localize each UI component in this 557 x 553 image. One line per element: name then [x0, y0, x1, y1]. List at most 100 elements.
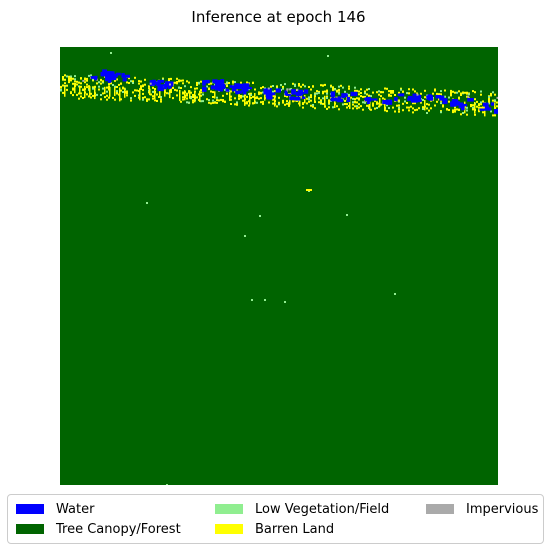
- legend-entry-impervious: Impervious: [426, 501, 538, 517]
- barren-dash: [184, 90, 186, 101]
- barren-speck: [454, 110, 456, 113]
- barren-speck: [196, 84, 198, 86]
- barren-speck: [214, 101, 216, 104]
- barren-speck: [194, 87, 196, 90]
- barren-speck: [290, 92, 292, 95]
- barren-speck: [102, 80, 104, 83]
- water-patch: [236, 83, 243, 90]
- barren-speck: [390, 90, 392, 92]
- water-patch: [439, 95, 445, 101]
- barren-speck: [368, 94, 370, 97]
- barren-speck: [106, 86, 108, 89]
- water-patch: [220, 79, 225, 84]
- barren-speck: [240, 96, 242, 99]
- barren-speck: [452, 109, 454, 112]
- barren-speck: [332, 106, 334, 109]
- barren-speck: [92, 79, 94, 82]
- barren-speck: [360, 88, 362, 91]
- barren-speck: [200, 80, 202, 83]
- barren-speck: [64, 78, 66, 81]
- barren-speck: [316, 92, 318, 95]
- barren-speck: [72, 82, 74, 85]
- barren-speck: [302, 103, 304, 105]
- barren-speck: [208, 88, 210, 91]
- barren-speck: [306, 97, 308, 100]
- barren-speck: [426, 107, 428, 110]
- barren-dash: [94, 86, 96, 100]
- barren-speck: [346, 106, 348, 109]
- barren-speck: [224, 100, 226, 103]
- barren-speck: [396, 104, 398, 107]
- barren-speck: [138, 82, 140, 85]
- barren-speck: [310, 104, 312, 107]
- water-patch: [397, 93, 404, 97]
- legend-entry-water: Water: [16, 501, 94, 517]
- barren-speck: [312, 105, 314, 108]
- barren-speck: [314, 100, 316, 103]
- barren-speck: [444, 89, 446, 92]
- barren-speck: [424, 89, 426, 92]
- barren-speck: [170, 89, 172, 92]
- scattered-specks: [110, 52, 396, 485]
- barren-speck: [330, 84, 332, 87]
- water-patch: [164, 81, 171, 87]
- barren-speck: [114, 79, 116, 82]
- barren-speck: [108, 96, 110, 99]
- barren-speck: [322, 84, 324, 87]
- barren-speck: [256, 101, 258, 104]
- barren-speck: [310, 96, 312, 99]
- barren-speck: [416, 108, 418, 111]
- barren-speck: [364, 95, 366, 98]
- barren-dash: [124, 87, 126, 98]
- barren-speck: [262, 91, 264, 94]
- barren-speck: [374, 107, 376, 110]
- barren-speck: [442, 104, 444, 107]
- barren-speck: [66, 84, 68, 87]
- barren-speck: [440, 93, 442, 96]
- barren-speck: [424, 96, 426, 99]
- barren-dash: [159, 89, 161, 98]
- water-patch: [204, 79, 210, 84]
- barren-speck: [126, 92, 128, 95]
- barren-speck: [404, 96, 406, 99]
- water-patch: [299, 91, 305, 94]
- barren-speck: [112, 96, 114, 99]
- barren-speck: [332, 86, 334, 89]
- barren-speck: [100, 79, 102, 82]
- barren-speck: [316, 90, 318, 93]
- field-speck: [284, 301, 286, 303]
- barren-speck: [186, 101, 188, 104]
- barren-speck: [128, 82, 130, 84]
- barren-speck: [76, 83, 78, 86]
- barren-speck: [224, 88, 226, 90]
- water-patch: [435, 95, 442, 99]
- barren-speck: [226, 81, 228, 84]
- barren-speck: [300, 96, 302, 99]
- barren-speck: [478, 109, 480, 112]
- barren-speck: [406, 106, 408, 109]
- barren-speck: [406, 102, 408, 104]
- barren-speck: [432, 97, 434, 99]
- barren-speck: [414, 102, 416, 105]
- barren-speck: [358, 103, 360, 106]
- barren-speck: [64, 82, 66, 85]
- barren-speck: [68, 78, 70, 80]
- barren-speck: [392, 90, 394, 92]
- barren-speck: [320, 99, 322, 102]
- barren-speck: [408, 88, 410, 91]
- barren-speck: [136, 89, 138, 92]
- barren-speck: [468, 93, 470, 96]
- barren-speck: [354, 98, 356, 101]
- barren-speck: [322, 97, 324, 100]
- barren-speck: [458, 96, 460, 99]
- barren-speck: [226, 85, 228, 87]
- barren-speck: [90, 74, 92, 77]
- barren-speck: [86, 77, 88, 80]
- barren-speck: [324, 105, 326, 108]
- barren-speck: [78, 81, 80, 84]
- barren-speck: [448, 109, 450, 111]
- barren-speck: [308, 86, 310, 88]
- barren-speck: [284, 83, 286, 86]
- barren-speck: [106, 90, 108, 93]
- barren-speck: [308, 100, 310, 103]
